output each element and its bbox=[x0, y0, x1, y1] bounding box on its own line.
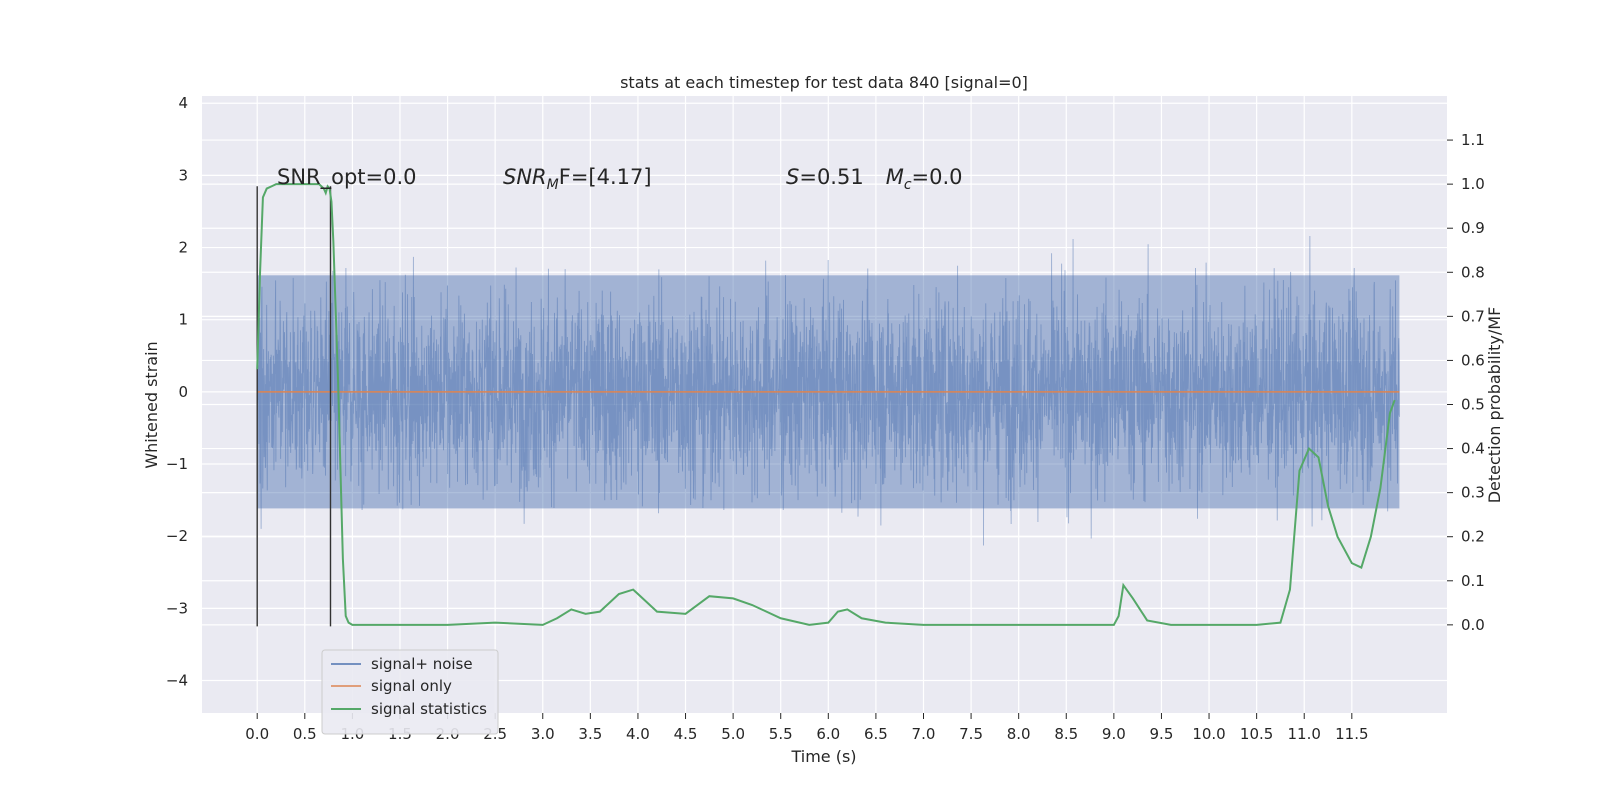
x-tick-label: 7.0 bbox=[912, 725, 936, 743]
x-tick-label: 9.0 bbox=[1102, 725, 1126, 743]
y-right-axis-label: Detection probability/MF bbox=[1485, 307, 1504, 504]
y-right-tick-labels: 0.0 0.1 0.2 0.3 0.4 0.5 0.6 0.7 0.8 0.9 1.0 1.1 bbox=[1461, 131, 1485, 634]
annotations: SNR_opt=0.0 SNRMF=[4.17] S=0.51 Mc=0.0 bbox=[277, 165, 963, 193]
y-tick-label: −4 bbox=[166, 672, 188, 690]
y-tick-label: −2 bbox=[166, 527, 188, 545]
y-right-tick-label: 0.4 bbox=[1461, 440, 1485, 458]
x-tick-label: 4.5 bbox=[674, 725, 698, 743]
y-right-tick-label: 1.0 bbox=[1461, 175, 1485, 193]
annotation-s-mc: S=0.51 Mc=0.0 bbox=[786, 165, 963, 193]
y-right-tick-label: 0.1 bbox=[1461, 572, 1485, 590]
y-right-tick-label: 0.5 bbox=[1461, 396, 1485, 414]
y-tick-label: 3 bbox=[178, 166, 188, 184]
x-tick-label: 7.5 bbox=[959, 725, 983, 743]
y-tick-label: −1 bbox=[166, 455, 188, 473]
y-right-tick-label: 1.1 bbox=[1461, 131, 1485, 149]
y-right-tick-label: 0.0 bbox=[1461, 616, 1485, 634]
x-tick-label: 8.0 bbox=[1007, 725, 1031, 743]
x-tick-label: 6.0 bbox=[816, 725, 840, 743]
x-tick-label: 11.0 bbox=[1288, 725, 1321, 743]
y-right-tick-label: 0.9 bbox=[1461, 219, 1485, 237]
x-tick-label: 8.5 bbox=[1054, 725, 1078, 743]
y-right-tick-label: 0.2 bbox=[1461, 528, 1485, 546]
x-tick-label: 4.0 bbox=[626, 725, 650, 743]
y-tick-label: 4 bbox=[178, 94, 188, 112]
x-tick-labels: 0.00.51.01.52.02.53.03.54.04.55.05.56.06… bbox=[245, 725, 1368, 743]
y-right-tick-label: 0.8 bbox=[1461, 263, 1485, 281]
x-tick-label: 10.0 bbox=[1192, 725, 1225, 743]
legend-label-signal-only: signal only bbox=[371, 677, 452, 695]
legend-label-signal-statistics: signal statistics bbox=[371, 700, 487, 718]
x-tick-label: 3.5 bbox=[578, 725, 602, 743]
y-right-tick-label: 0.6 bbox=[1461, 351, 1485, 369]
x-tick-label: 5.0 bbox=[721, 725, 745, 743]
signal-statistics-series bbox=[256, 183, 1396, 626]
x-tick-label: 3.0 bbox=[531, 725, 555, 743]
x-tick-label: 0.0 bbox=[245, 725, 269, 743]
annotation-snr-mf: SNRMF=[4.17] bbox=[503, 165, 652, 193]
noise-trace bbox=[256, 235, 1400, 546]
y-axis-label: Whitened strain bbox=[142, 341, 161, 468]
x-tick-label: 10.5 bbox=[1240, 725, 1273, 743]
chart-title: stats at each timestep for test data 840… bbox=[620, 73, 1028, 92]
x-tick-label: 9.5 bbox=[1150, 725, 1174, 743]
legend-box bbox=[321, 649, 499, 735]
legend-label-signal-noise: signal+ noise bbox=[371, 655, 473, 673]
x-tick-label: 5.5 bbox=[769, 725, 793, 743]
y-tick-label: −3 bbox=[166, 599, 188, 617]
x-tick-label: 0.5 bbox=[293, 725, 317, 743]
y-tick-label: 0 bbox=[178, 383, 188, 401]
x-tick-label: 6.5 bbox=[864, 725, 888, 743]
y-right-tick-label: 0.3 bbox=[1461, 484, 1485, 502]
x-tick-label: 11.5 bbox=[1335, 725, 1368, 743]
y-tick-label: 2 bbox=[178, 239, 188, 257]
signal-noise-series bbox=[256, 235, 1400, 546]
y-tick-label: 1 bbox=[178, 311, 188, 329]
annotation-snr-opt: SNR_opt=0.0 bbox=[277, 165, 417, 190]
y-right-tick-label: 0.7 bbox=[1461, 307, 1485, 325]
vertical-markers bbox=[256, 186, 332, 627]
x-axis-label: Time (s) bbox=[790, 747, 856, 766]
legend: signal+ noise signal only signal statist… bbox=[321, 649, 499, 735]
y-tick-labels: −4 −3 −2 −1 0 1 2 3 4 bbox=[166, 94, 188, 689]
